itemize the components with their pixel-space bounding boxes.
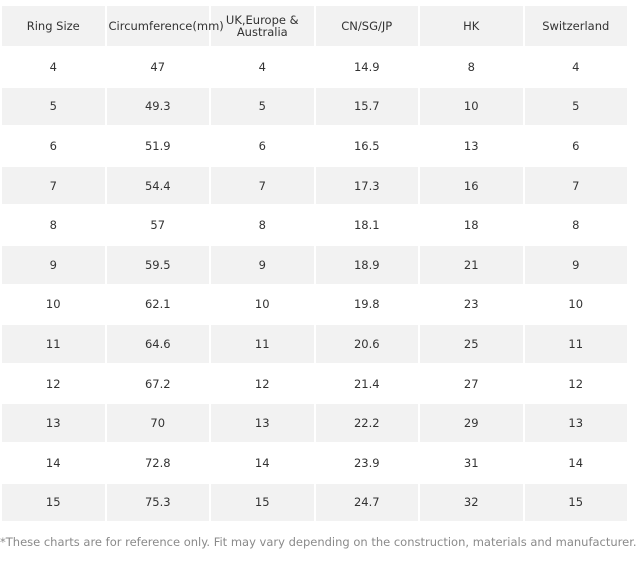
header-row: Ring Size Circumference(mm) UK,Europe & Au… bbox=[2, 6, 627, 46]
table-cell: 13 bbox=[211, 404, 314, 442]
table-cell: 18.9 bbox=[315, 245, 418, 284]
table-cell: 21 bbox=[420, 245, 523, 284]
table-cell: 5 bbox=[2, 87, 105, 126]
table-row: 8 57 8 18.1 18 8 bbox=[2, 206, 627, 244]
table-row: 9 59.5 9 18.9 21 9 bbox=[2, 245, 627, 284]
table-cell: 64.6 bbox=[106, 325, 209, 363]
table-cell: 15 bbox=[2, 483, 105, 522]
table-cell: 23 bbox=[463, 297, 479, 312]
table-row: 15 75.3 15 24.7 32 15 bbox=[2, 483, 627, 522]
table-cell: 7 bbox=[524, 166, 627, 205]
table-cell: 62.1 bbox=[144, 297, 171, 312]
table-cell: 21.4 bbox=[353, 376, 380, 391]
table-cell: 10 bbox=[254, 297, 270, 312]
table-cell: 4 bbox=[258, 59, 266, 74]
table-cell: 12 bbox=[568, 376, 584, 391]
table-cell: 59.5 bbox=[106, 245, 209, 284]
table-cell: 51.9 bbox=[144, 138, 171, 153]
table-cell: 11 bbox=[524, 325, 627, 363]
footnote: *These charts are for reference only. Fi… bbox=[0, 535, 637, 549]
table-cell: 14.9 bbox=[353, 59, 380, 74]
table-cell: 24.7 bbox=[315, 483, 418, 522]
table-cell: 10 bbox=[420, 87, 523, 126]
table-cell: 8 bbox=[467, 59, 475, 74]
header-cell: UK,Europe & Australia bbox=[211, 6, 314, 46]
table-cell: 4 bbox=[572, 59, 580, 74]
table-cell: 13 bbox=[463, 138, 479, 153]
table-row: 5 49.3 5 15.7 10 5 bbox=[2, 87, 627, 126]
table-cell: 47 bbox=[150, 59, 166, 74]
table-cell: 6 bbox=[49, 138, 57, 153]
table-cell: 18 bbox=[463, 218, 479, 233]
table-cell: 13 bbox=[524, 404, 627, 442]
table-cell: 6 bbox=[572, 138, 580, 153]
table-row: 4 47 4 14.9 8 4 bbox=[2, 48, 627, 86]
table-cell: 12 bbox=[45, 376, 61, 391]
table-cell: 20.6 bbox=[315, 325, 418, 363]
table-cell: 11 bbox=[211, 325, 314, 363]
table-cell: 10 bbox=[45, 297, 61, 312]
table-cell: 11 bbox=[2, 325, 105, 363]
table-cell: 67.2 bbox=[144, 376, 171, 391]
table-cell: 9 bbox=[211, 245, 314, 284]
table-cell: 49.3 bbox=[106, 87, 209, 126]
table-cell: 75.3 bbox=[106, 483, 209, 522]
size-table: Ring Size Circumference(mm) UK,Europe & Au… bbox=[0, 4, 629, 523]
table-cell: 23.9 bbox=[353, 455, 380, 470]
table-cell: 57 bbox=[150, 218, 166, 233]
table-cell: 8 bbox=[572, 218, 580, 233]
header-cell: HK bbox=[420, 6, 523, 46]
table-cell: 18.1 bbox=[353, 218, 380, 233]
table-cell: 14 bbox=[45, 455, 61, 470]
table-cell: 32 bbox=[420, 483, 523, 522]
table-cell: 7 bbox=[2, 166, 105, 205]
table-cell: 10 bbox=[568, 297, 584, 312]
table-cell: 72.8 bbox=[144, 455, 171, 470]
table-row: 11 64.6 11 20.6 25 11 bbox=[2, 325, 627, 363]
table-cell: 27 bbox=[463, 376, 479, 391]
table-cell: 14 bbox=[568, 455, 584, 470]
table-cell: 22.2 bbox=[315, 404, 418, 442]
table-cell: 70 bbox=[106, 404, 209, 442]
table-row: 7 54.4 7 17.3 16 7 bbox=[2, 166, 627, 205]
table-cell: 13 bbox=[2, 404, 105, 442]
header-cell: Ring Size bbox=[2, 6, 105, 46]
table-cell: 16 bbox=[420, 166, 523, 205]
table-row: 13 70 13 22.2 29 13 bbox=[2, 404, 627, 442]
table-cell: 15 bbox=[524, 483, 627, 522]
header-cell: Switzerland bbox=[524, 6, 627, 46]
table-cell: 25 bbox=[420, 325, 523, 363]
table-cell: 6 bbox=[258, 138, 266, 153]
table-row: 14 72.8 14 23.9 31 14 bbox=[2, 444, 627, 482]
header-cell: Circumference(mm) bbox=[106, 6, 224, 46]
table-cell: 9 bbox=[2, 245, 105, 284]
table-cell: 5 bbox=[211, 87, 314, 126]
table-cell: 5 bbox=[524, 87, 627, 126]
table-row: 12 67.2 12 21.4 27 12 bbox=[2, 365, 627, 403]
table-cell: 15.7 bbox=[315, 87, 418, 126]
table-cell: 9 bbox=[524, 245, 627, 284]
header-cell: CN/SG/JP bbox=[315, 6, 418, 46]
table-cell: 16.5 bbox=[353, 138, 380, 153]
table-cell: 54.4 bbox=[106, 166, 209, 205]
table-cell: 8 bbox=[258, 218, 266, 233]
table-row: 10 62.1 10 19.8 23 10 bbox=[2, 286, 627, 324]
table-cell: 8 bbox=[49, 218, 57, 233]
table-cell: 19.8 bbox=[353, 297, 380, 312]
table-body: 4 47 4 14.9 8 4 5 49.3 5 15.7 10 5 6 51.9 6 16.5 13 6 7 54.… bbox=[2, 48, 627, 522]
table-row: 6 51.9 6 16.5 13 6 bbox=[2, 127, 627, 165]
table-cell: 7 bbox=[211, 166, 314, 205]
table-cell: 17.3 bbox=[315, 166, 418, 205]
table-cell: 15 bbox=[211, 483, 314, 522]
table-cell: 12 bbox=[254, 376, 270, 391]
table-cell: 31 bbox=[463, 455, 479, 470]
table-cell: 4 bbox=[49, 59, 57, 74]
table-cell: 14 bbox=[254, 455, 270, 470]
table-cell: 29 bbox=[420, 404, 523, 442]
